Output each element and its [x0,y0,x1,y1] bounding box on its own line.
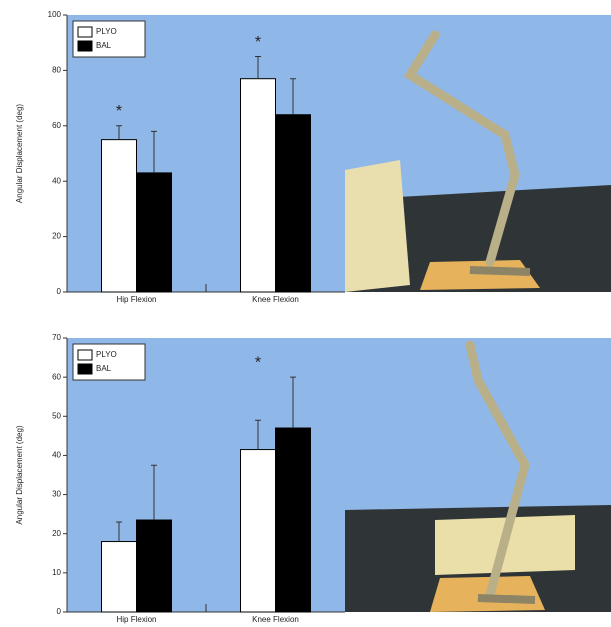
y-tick-label: 0 [57,607,62,616]
legend-swatch [78,350,92,360]
y-axis-label: Angular Displacement (deg) [15,425,24,524]
x-tick-label: Knee Flexion [252,615,299,624]
y-tick-label: 20 [52,529,61,538]
bar [137,520,172,612]
y-tick-label: 70 [52,333,61,342]
legend-label: BAL [96,364,112,373]
y-tick-label: 60 [52,372,61,381]
legend-swatch [78,27,92,37]
significance-marker: * [255,354,261,371]
significance-marker: * [255,34,261,51]
y-tick-label: 40 [52,451,61,460]
legend-label: BAL [96,41,112,50]
bar [102,542,137,612]
y-tick-label: 0 [57,287,62,296]
bar [137,173,172,292]
figure: Angular Displacement (deg)020406080100Hi… [0,0,611,627]
legend-label: PLYO [96,27,117,36]
y-tick-label: 20 [52,232,61,241]
bar [241,79,276,292]
skeleton-image-bottom [345,338,611,612]
x-tick-label: Hip Flexion [116,295,156,304]
y-tick-label: 10 [52,568,61,577]
legend-swatch [78,41,92,51]
bar [241,450,276,612]
y-tick-label: 40 [52,176,61,185]
bar [102,140,137,292]
bar [276,115,311,292]
y-tick-label: 60 [52,121,61,130]
y-tick-label: 100 [48,10,62,19]
x-tick-label: Knee Flexion [252,295,299,304]
y-tick-label: 80 [52,66,61,75]
y-axis-label: Angular Displacement (deg) [15,104,24,203]
significance-marker: * [116,103,122,120]
legend-label: PLYO [96,350,117,359]
y-tick-label: 50 [52,411,61,420]
x-tick-label: Hip Flexion [116,615,156,624]
legend-swatch [78,364,92,374]
skeleton-image-top [345,15,611,292]
bar [276,428,311,612]
y-tick-label: 30 [52,490,61,499]
